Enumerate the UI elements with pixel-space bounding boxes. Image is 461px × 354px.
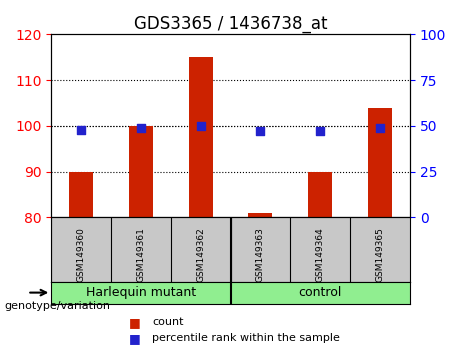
Bar <box>308 172 332 217</box>
Text: count: count <box>152 317 183 327</box>
Point <box>137 125 145 131</box>
Text: GSM149362: GSM149362 <box>196 227 205 282</box>
Text: control: control <box>299 286 342 299</box>
Point <box>77 127 85 132</box>
Text: GSM149364: GSM149364 <box>316 227 325 282</box>
Point <box>197 123 204 129</box>
Bar <box>248 213 272 217</box>
Text: GSM149361: GSM149361 <box>136 227 145 282</box>
Text: ■: ■ <box>129 316 141 329</box>
Text: Harlequin mutant: Harlequin mutant <box>86 286 196 299</box>
Point <box>376 125 384 131</box>
Text: GSM149365: GSM149365 <box>376 227 384 282</box>
Text: ■: ■ <box>129 332 141 344</box>
Bar <box>368 108 392 217</box>
Point <box>317 129 324 134</box>
Text: GSM149363: GSM149363 <box>256 227 265 282</box>
Text: percentile rank within the sample: percentile rank within the sample <box>152 333 340 343</box>
Bar <box>129 126 153 217</box>
Title: GDS3365 / 1436738_at: GDS3365 / 1436738_at <box>134 15 327 33</box>
Text: genotype/variation: genotype/variation <box>5 301 111 311</box>
Point <box>257 129 264 134</box>
Bar <box>69 172 93 217</box>
Bar <box>189 57 213 217</box>
Text: GSM149360: GSM149360 <box>77 227 86 282</box>
